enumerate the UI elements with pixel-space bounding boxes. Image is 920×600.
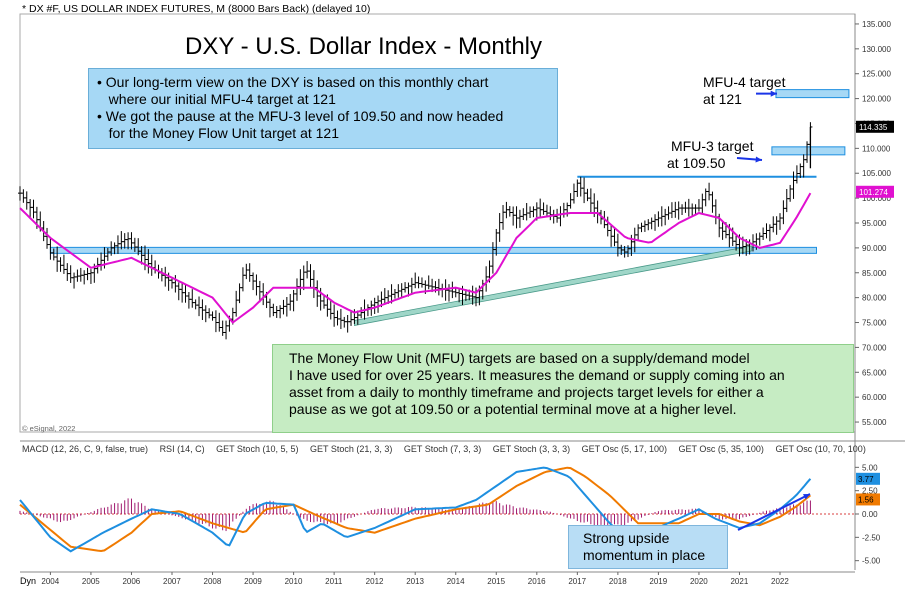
mfu4-arrow-head [770, 90, 777, 97]
price-ytick-label: 70.000 [862, 343, 887, 352]
macd-signal-line [19, 466, 812, 553]
callout-line: asset from a daily to monthly timeframe … [289, 384, 764, 400]
callout-line: • We got the pause at the MFU-3 level of… [97, 108, 504, 124]
long-term-view-callout: • Our long-term view on the DXY is based… [88, 68, 558, 149]
tab-stoch-21[interactable]: GET Stoch (21, 3, 3) [309, 444, 393, 454]
callout-line: pause as we got at 109.50 or a potential… [289, 401, 737, 417]
macd-value-tag-bg [856, 472, 880, 485]
callout-line: • Our long-term view on the DXY is based… [97, 74, 489, 90]
mfu3-label: MFU-3 target [671, 138, 754, 154]
symbol-header: * DX #F, US DOLLAR INDEX FUTURES, M (800… [22, 3, 371, 15]
hist-value-tag: 1.56 [858, 495, 874, 504]
last-price-tag: 114.335 [859, 123, 888, 132]
year-label: 2010 [285, 577, 303, 586]
year-label: 2020 [690, 577, 708, 586]
macd-ytick-label: 2.50 [862, 487, 878, 496]
year-label: 2012 [366, 577, 384, 586]
year-label: 2007 [163, 577, 181, 586]
ma-value-tag-bg [856, 185, 894, 198]
momentum-line: momentum in place [583, 547, 706, 563]
year-label: 2011 [325, 577, 343, 586]
price-ytick-label: 80.000 [862, 294, 887, 303]
year-label: 2004 [41, 577, 59, 586]
price-ytick-label: 110.000 [862, 144, 891, 153]
tab-rsi[interactable]: RSI (14, C) [159, 444, 205, 454]
year-label: 2022 [771, 577, 789, 586]
tab-osc-5-35[interactable]: GET Osc (5, 35, 100) [678, 444, 764, 454]
year-label: 2017 [568, 577, 586, 586]
mfu3-value: at 109.50 [667, 155, 726, 171]
moving-average-line [19, 192, 812, 324]
year-label: 2005 [82, 577, 100, 586]
ma-value-tag: 101.274 [859, 188, 888, 197]
callout-line: for the Money Flow Unit target at 121 [97, 125, 340, 141]
price-ytick-label: 75.000 [862, 319, 887, 328]
mfu4-target-box [775, 89, 850, 99]
macd-ytick-label: 0.00 [862, 510, 878, 519]
year-label: 2018 [609, 577, 627, 586]
macd-line [19, 466, 812, 553]
support-band [49, 246, 817, 254]
year-label: 2006 [122, 577, 140, 586]
tab-stoch-3[interactable]: GET Stoch (3, 3, 3) [492, 444, 571, 454]
year-label: 2021 [730, 577, 748, 586]
mfu3-arrow-head [755, 156, 762, 163]
tab-stoch-7[interactable]: GET Stoch (7, 3, 3) [403, 444, 482, 454]
callout-line: I have used for over 25 years. It measur… [289, 367, 785, 383]
price-ytick-label: 120.000 [862, 95, 891, 104]
hist-value-tag-bg [856, 493, 880, 506]
chart-title: DXY - U.S. Dollar Index - Monthly [185, 33, 543, 60]
year-label: 2014 [447, 577, 465, 586]
price-ytick-label: 130.000 [862, 45, 891, 54]
year-label: 2019 [649, 577, 667, 586]
copyright-label: © eSignal, 2022 [22, 424, 76, 433]
macd-ytick-label: -5.00 [862, 557, 881, 566]
callout-line: where our initial MFU-4 target at 121 [97, 91, 336, 107]
year-label: 2013 [406, 577, 424, 586]
price-ytick-label: 135.000 [862, 20, 891, 29]
year-label: 2008 [204, 577, 222, 586]
macd-value-tag: 3.77 [858, 475, 874, 484]
mfu4-label: MFU-4 target [703, 74, 786, 90]
indicator-tab-bar: MACD (12, 26, C, 9, false, true) RSI (14… [22, 444, 875, 454]
price-ytick-label: 105.000 [862, 169, 891, 178]
price-ytick-label: 55.000 [862, 418, 887, 427]
tab-osc-10-70[interactable]: GET Osc (10, 70, 100) [775, 444, 866, 454]
momentum-arrow [737, 493, 811, 531]
momentum-line: Strong upside [583, 530, 670, 546]
last-price-tag-bg [856, 120, 894, 133]
price-ytick-label: 60.000 [862, 393, 887, 402]
tab-macd[interactable]: MACD (12, 26, C, 9, false, true) [22, 444, 149, 454]
price-ytick-label: 100.000 [862, 194, 891, 203]
year-label: 2016 [528, 577, 546, 586]
tab-osc-5-17[interactable]: GET Osc (5, 17, 100) [581, 444, 668, 454]
price-ytick-label: 85.000 [862, 269, 887, 278]
callout-line: The Money Flow Unit (MFU) targets are ba… [289, 350, 750, 366]
momentum-callout: Strong upside momentum in place [568, 525, 728, 569]
price-ytick-label: 95.000 [862, 219, 887, 228]
mfu4-annotation: MFU-4 target at 121 [703, 74, 785, 108]
macd-ytick-label: -2.50 [862, 533, 881, 542]
year-label: 2009 [244, 577, 262, 586]
price-ytick-label: 90.000 [862, 244, 887, 253]
tab-stoch-10[interactable]: GET Stoch (10, 5, 5) [216, 444, 299, 454]
price-ytick-label: 65.000 [862, 368, 887, 377]
macd-ytick-label: 5.00 [862, 463, 878, 472]
mfu3-annotation: MFU-3 target at 109.50 [667, 138, 753, 172]
price-ytick-label: 125.000 [862, 70, 891, 79]
dyn-label: Dyn [20, 576, 37, 586]
year-label: 2015 [487, 577, 505, 586]
mfu3-target-box [771, 146, 846, 156]
mfu-explanation-callout: The Money Flow Unit (MFU) targets are ba… [272, 344, 854, 433]
momentum-arrow-head [803, 494, 810, 500]
mfu4-value: at 121 [703, 91, 742, 107]
trendline-band [354, 245, 753, 327]
